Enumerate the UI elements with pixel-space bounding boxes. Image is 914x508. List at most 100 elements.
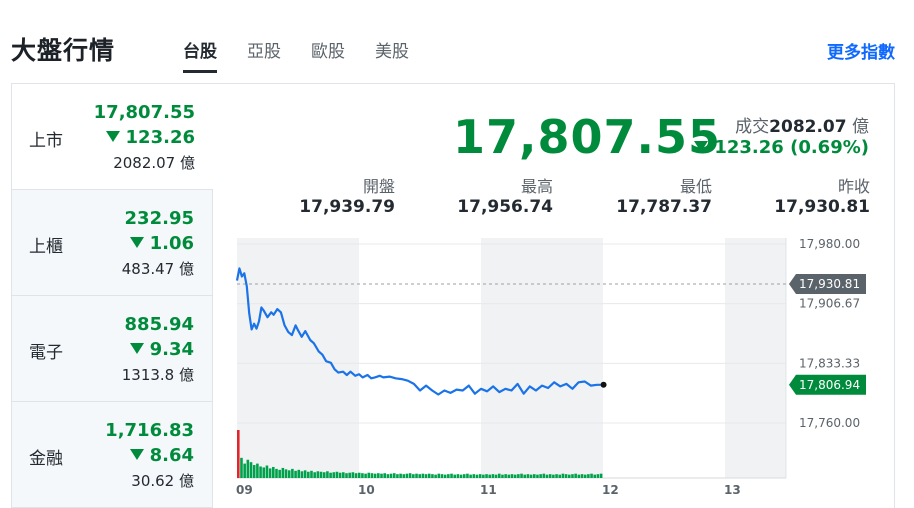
change-value: 123.26 [125,127,195,148]
volume-bar [335,471,339,478]
main-change: 123.26 (0.69%) [694,137,869,158]
turnover: 成交2082.07 億 [735,112,869,137]
market-panel: 上市 17,807.55 123.26 2082.07 億 上櫃 232.95 … [11,83,895,508]
sidebar-item-otc[interactable]: 上櫃 232.95 1.06 483.47 億 [12,190,213,296]
volume-bar [303,470,307,478]
volume-bar [332,472,336,478]
sidebar-item-finance[interactable]: 金融 1,716.83 8.64 30.62 億 [12,402,213,508]
prev-close-tag-text: 17,930.81 [799,277,860,291]
prev-close-tag: 17,930.81 [789,274,866,295]
volume-bar [268,468,272,478]
tab-taiwan[interactable]: 台股 [183,37,217,73]
volume-bar [287,470,291,478]
volume-bar [599,473,603,478]
volume-bar [583,474,587,478]
volume-bar [326,471,329,478]
volume-bar [450,473,453,478]
sidebar-item-electronics[interactable]: 電子 885.94 9.34 1313.8 億 [12,296,213,402]
stat-open: 開盤 17,939.79 [245,173,395,217]
volume-bar [504,474,507,478]
volume-bar [246,459,250,478]
tab-europe[interactable]: 歐股 [311,42,345,62]
volume-bar [494,474,498,478]
volume-bar [590,473,593,478]
down-triangle-icon [129,237,144,248]
volume-bar [469,474,472,478]
index-sidebar: 上市 17,807.55 123.26 2082.07 億 上櫃 232.95 … [12,84,213,508]
volume-bar [392,473,396,478]
volume-bar [580,474,584,478]
volume-bar [418,474,421,478]
y-tick-label-1: 17,906.67 [799,297,860,311]
stat-low: 最低 17,787.37 [562,173,712,217]
down-triangle-icon [694,141,709,152]
volume-bar [456,474,460,478]
volume-bar [539,474,542,478]
sidebar-item-volume: 2082.07 億 [113,154,195,172]
volume-bar [380,473,383,478]
sidebar-item-listed[interactable]: 上市 17,807.55 123.26 2082.07 億 [12,84,213,190]
tab-asia[interactable]: 亞股 [247,42,281,62]
volume-bar [265,465,269,478]
down-triangle-icon [129,343,144,354]
sidebar-item-name: 上市 [29,131,63,151]
volume-bar [291,468,294,478]
sidebar-item-change: 123.26 [105,127,195,148]
volume-bar [367,472,371,478]
volume-bar [443,474,447,478]
sidebar-item-change: 8.64 [129,445,194,466]
volume-bar [545,474,549,478]
volume-bar [561,473,565,478]
volume-bar [548,474,552,478]
y-tick-label-3: 17,760.00 [799,416,860,430]
sidebar-item-price: 17,807.55 [93,102,195,123]
sidebar-item-price: 232.95 [124,208,194,229]
volume-bar [351,472,355,478]
volume-bar [453,474,456,478]
volume-bar [259,466,262,478]
volume-bar [478,474,482,478]
volume-bar [523,474,527,478]
volume-bar [577,474,581,478]
volume-bar [329,472,332,478]
volume-bar [412,474,415,478]
y-tick-label-0: 17,980.00 [799,237,860,251]
volume-bar [361,473,364,478]
price-line [235,267,601,396]
volume-bar [345,473,348,478]
x-tick-label-4: 13 [724,483,741,497]
turnover-unit: 億 [852,117,869,137]
volume-bar [297,469,301,478]
volume-bar [252,465,256,478]
sidebar-item-volume: 1313.8 億 [121,366,194,384]
tab-us[interactable]: 美股 [375,42,409,62]
down-triangle-icon [105,131,120,142]
volume-bar [278,469,281,478]
volume-bar [421,473,425,478]
volume-bar [491,474,495,478]
volume-bar [319,471,323,478]
volume-bar [427,473,431,478]
volume-bar [377,473,380,478]
volume-bar [383,473,386,478]
change-value: 1.06 [149,233,194,254]
stat-label: 昨收 [837,177,870,196]
more-indices-link[interactable]: 更多指數 [827,43,895,63]
volume-bar [542,473,546,478]
volume-bar [240,457,243,478]
sidebar-item-name: 電子 [29,343,63,363]
volume-bar [370,473,374,478]
x-tick-label-2: 11 [480,483,497,497]
x-tick-label-0: 09 [236,483,253,497]
volume-bar [256,463,259,478]
volume-bar [284,469,288,478]
last-price-tag-shape [789,374,866,395]
volume-bar [507,474,511,478]
main-change-value: 123.26 (0.69%) [714,137,869,158]
sidebar-item-change: 9.34 [129,339,194,360]
volume-bar [316,471,320,478]
volume-bar [237,430,240,478]
x-tick-label-1: 10 [358,483,375,497]
volume-bar [364,473,367,478]
